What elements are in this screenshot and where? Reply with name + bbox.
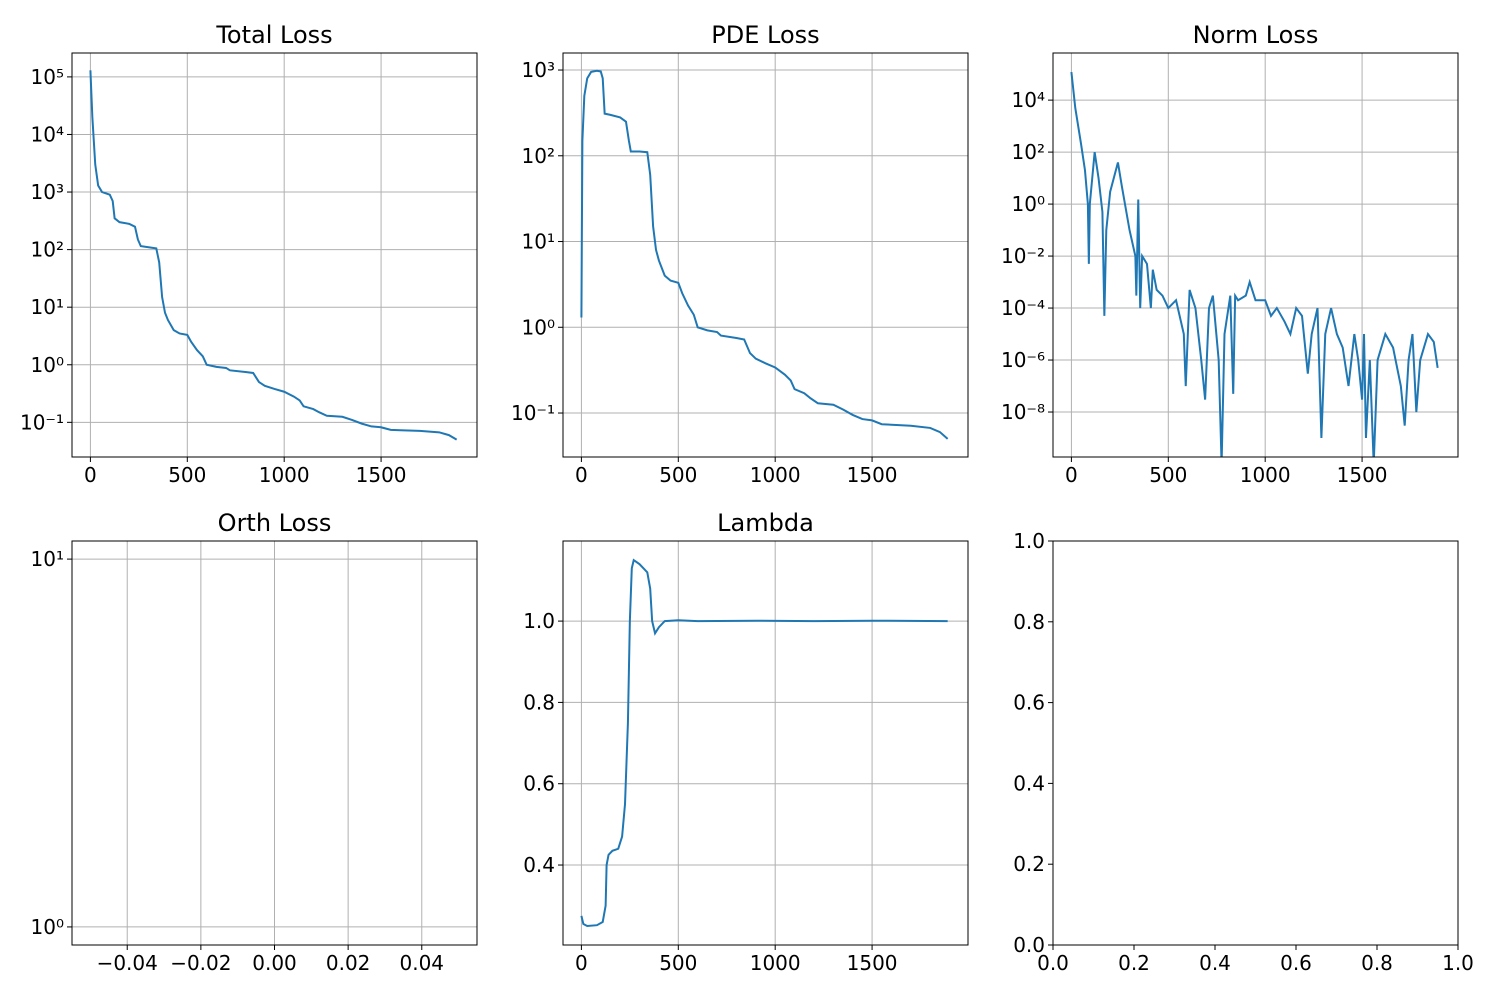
x-tick-label: 0.4 — [1199, 951, 1231, 975]
x-tick-label: 0.04 — [400, 951, 445, 975]
x-tick-label: 1000 — [750, 951, 801, 975]
x-tick-label: −0.04 — [97, 951, 158, 975]
axes-frame — [562, 52, 969, 458]
x-tick-label: 0.02 — [326, 951, 371, 975]
y-tick-label: 10² — [1012, 140, 1045, 164]
axes-frame — [1052, 540, 1459, 946]
x-tick-label: 0 — [1065, 463, 1078, 487]
x-tick-label: 0.2 — [1118, 951, 1150, 975]
loss-line — [89, 70, 458, 441]
axes-frame — [562, 540, 969, 946]
y-tick-label: 10⁻⁶ — [1001, 348, 1045, 372]
x-tick-label: 0 — [575, 463, 588, 487]
y-tick-label: 0.8 — [523, 690, 555, 714]
y-tick-label: 0.4 — [523, 853, 555, 877]
y-tick-label: 10² — [31, 238, 64, 262]
y-tick-label: 0.0 — [1013, 933, 1045, 957]
axes-frame — [71, 52, 478, 458]
y-tick-label: 0.6 — [523, 772, 555, 796]
x-tick-label: 1000 — [1240, 463, 1291, 487]
x-tick-label: 1000 — [750, 463, 801, 487]
loss-line — [1070, 71, 1439, 457]
y-tick-label: 0.8 — [1013, 610, 1045, 634]
y-tick-label: 10⁴ — [31, 122, 64, 146]
x-tick-label: 500 — [659, 951, 697, 975]
subplot-title: Lambda — [717, 509, 814, 537]
y-tick-label: 10⁻⁴ — [1001, 296, 1045, 320]
y-tick-label: 10⁴ — [1012, 88, 1045, 112]
y-tick-label: 10³ — [522, 58, 555, 82]
y-tick-label: 10¹ — [522, 230, 555, 254]
y-tick-label: 10¹ — [31, 547, 64, 571]
y-tick-label: 10⁰ — [31, 353, 64, 377]
y-tick-label: 0.6 — [1013, 691, 1045, 715]
y-tick-label: 1.0 — [1013, 529, 1045, 553]
x-tick-label: 1500 — [1337, 463, 1388, 487]
y-tick-label: 0.2 — [1013, 852, 1045, 876]
y-tick-label: 10⁻⁸ — [1001, 400, 1045, 424]
axes-frame — [71, 540, 478, 946]
x-tick-label: 1500 — [356, 463, 407, 487]
y-tick-label: 10⁰ — [31, 915, 64, 939]
x-tick-label: 0.8 — [1361, 951, 1393, 975]
x-tick-label: 500 — [1149, 463, 1187, 487]
x-tick-label: 0.0 — [1037, 951, 1069, 975]
x-tick-label: 0 — [575, 951, 588, 975]
y-tick-label: 0.4 — [1013, 771, 1045, 795]
x-tick-label: −0.02 — [170, 951, 231, 975]
y-tick-label: 10³ — [31, 180, 64, 204]
subplot-title: Norm Loss — [1193, 21, 1319, 49]
x-tick-label: 1500 — [847, 951, 898, 975]
subplot-title: Total Loss — [215, 21, 332, 49]
axes-frame — [1052, 52, 1459, 458]
x-tick-label: 0 — [84, 463, 97, 487]
y-tick-label: 10² — [522, 144, 555, 168]
loss-line — [580, 69, 949, 440]
y-tick-label: 10⁵ — [31, 65, 64, 89]
y-tick-label: 10⁰ — [1012, 192, 1045, 216]
x-tick-label: 0.6 — [1280, 951, 1312, 975]
x-tick-label: 1000 — [259, 463, 310, 487]
y-tick-label: 10¹ — [31, 295, 64, 319]
y-tick-label: 10⁰ — [522, 315, 555, 339]
y-tick-label: 10⁻² — [1001, 244, 1045, 268]
y-tick-label: 10⁻¹ — [511, 401, 555, 425]
subplot-title: PDE Loss — [711, 21, 819, 49]
x-tick-label: 1500 — [847, 463, 898, 487]
x-tick-label: 0.00 — [252, 951, 297, 975]
x-tick-label: 500 — [659, 463, 697, 487]
y-tick-label: 1.0 — [523, 609, 555, 633]
y-tick-label: 10⁻¹ — [20, 410, 64, 434]
subplot-title: Orth Loss — [218, 509, 332, 537]
x-tick-label: 1.0 — [1442, 951, 1474, 975]
x-tick-label: 500 — [168, 463, 206, 487]
loss-line — [580, 558, 948, 928]
